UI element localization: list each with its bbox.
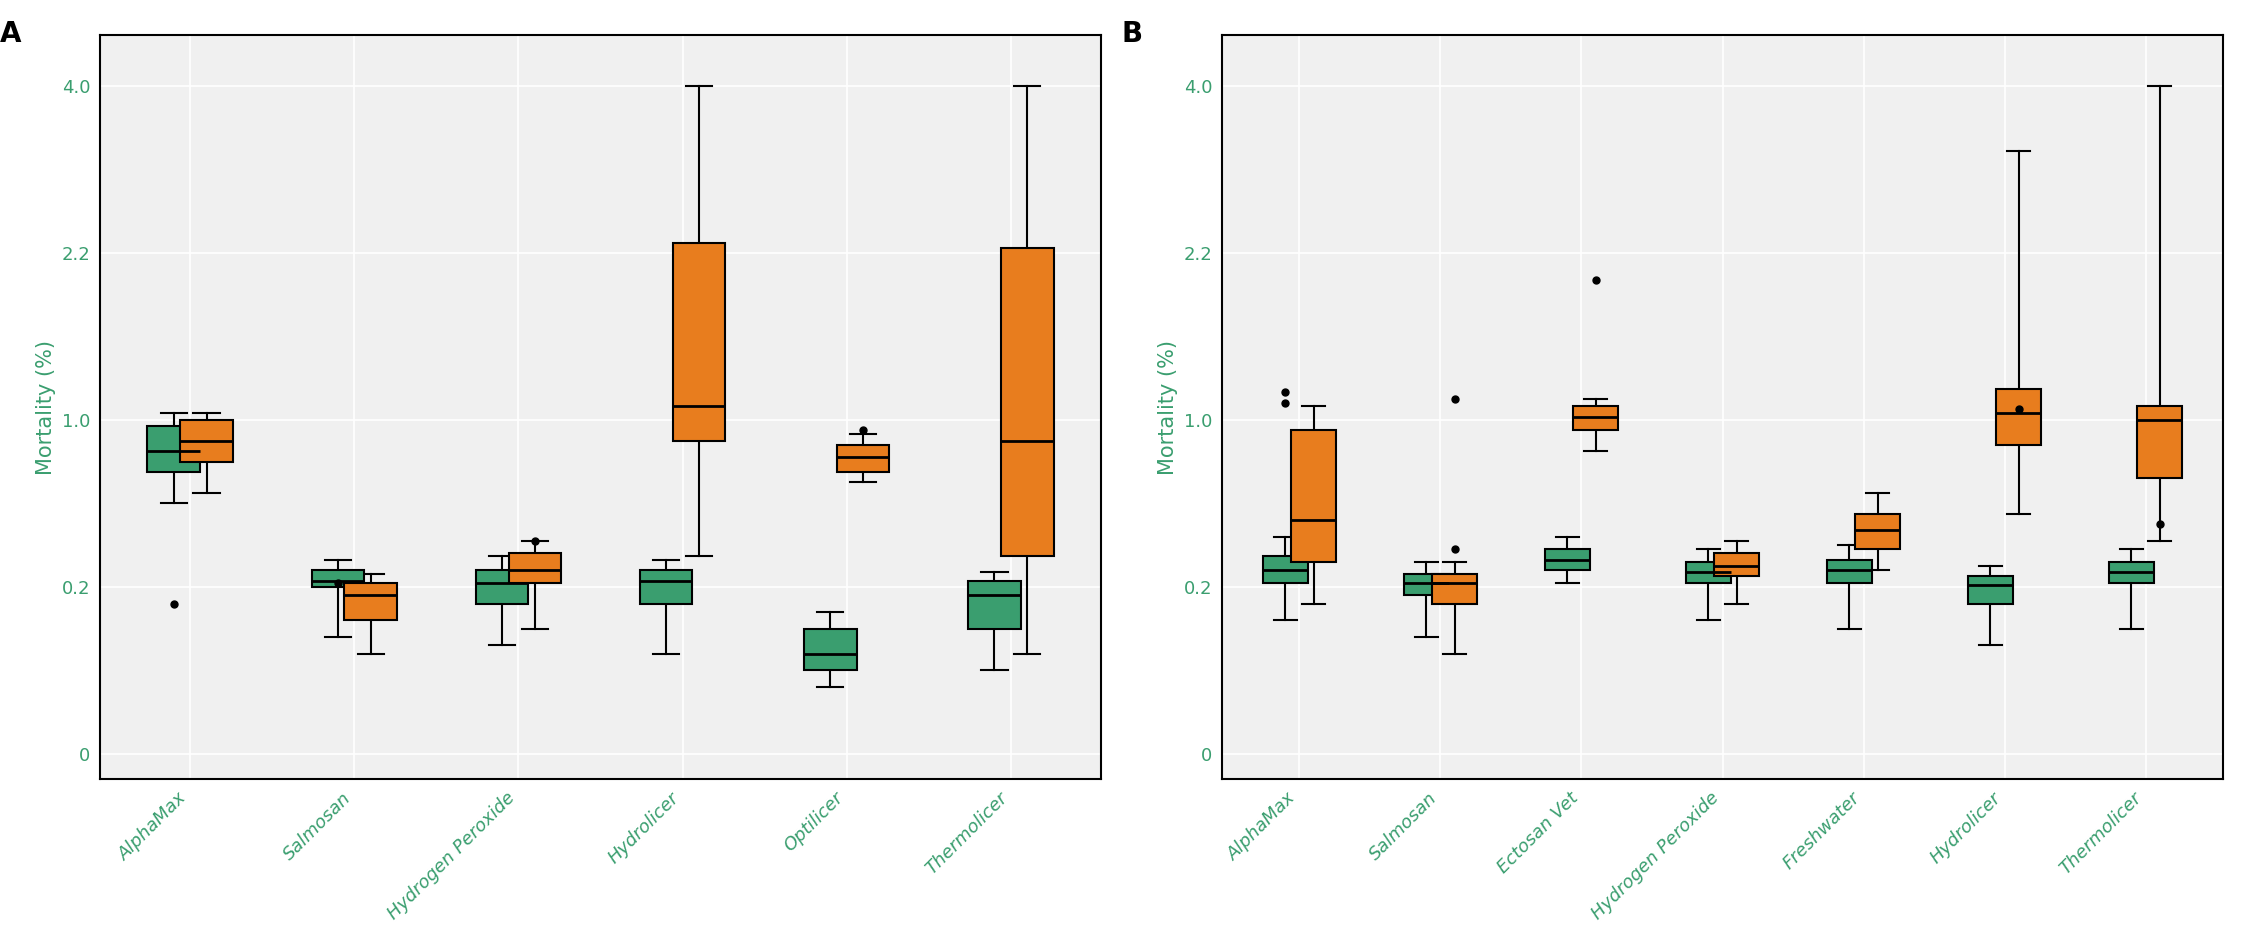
- Text: A: A: [0, 21, 20, 48]
- Y-axis label: Mortality (%): Mortality (%): [36, 340, 56, 475]
- Bar: [1263, 556, 1308, 582]
- Text: B: B: [1122, 21, 1142, 48]
- Bar: [673, 244, 725, 441]
- Bar: [1290, 430, 1335, 562]
- Bar: [640, 570, 693, 603]
- Bar: [1856, 514, 1901, 549]
- Bar: [2136, 406, 2181, 479]
- Bar: [180, 420, 233, 462]
- Bar: [1685, 562, 1730, 582]
- Bar: [1827, 560, 1871, 582]
- Y-axis label: Mortality (%): Mortality (%): [1158, 340, 1178, 475]
- Bar: [1573, 406, 1618, 430]
- Bar: [148, 426, 200, 472]
- Bar: [1714, 553, 1759, 577]
- Bar: [837, 445, 889, 472]
- Bar: [1001, 248, 1055, 556]
- Bar: [967, 581, 1021, 629]
- Bar: [1968, 577, 2013, 603]
- Bar: [1405, 574, 1450, 596]
- Bar: [346, 582, 397, 620]
- Bar: [2109, 562, 2154, 582]
- Bar: [1997, 389, 2042, 445]
- Bar: [312, 570, 364, 587]
- Bar: [509, 553, 561, 582]
- Bar: [803, 629, 857, 670]
- Bar: [476, 570, 527, 603]
- Bar: [1432, 574, 1477, 603]
- Bar: [1544, 549, 1591, 570]
